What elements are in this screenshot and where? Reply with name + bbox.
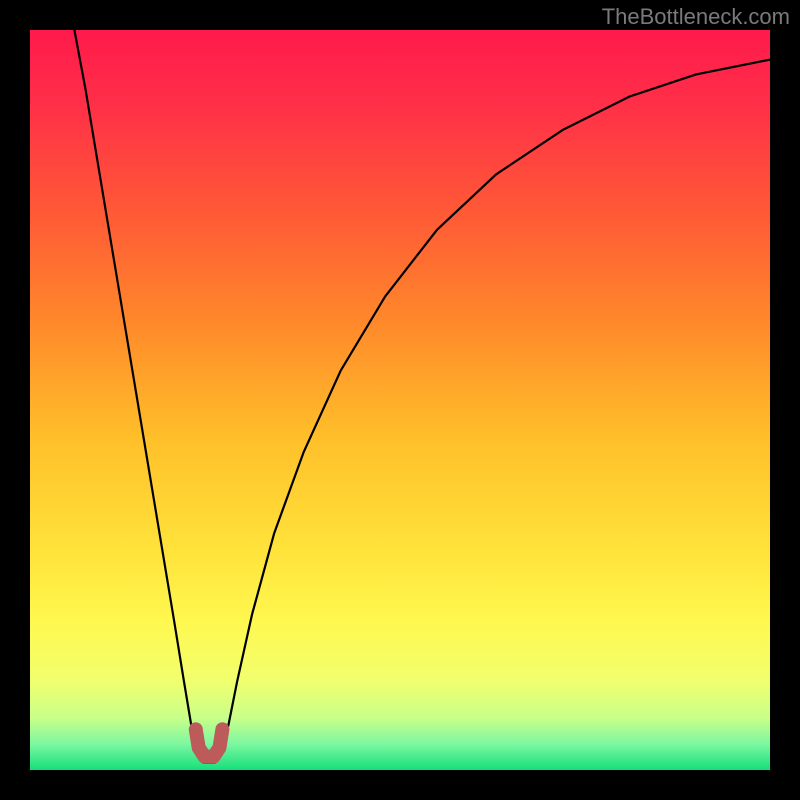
chart-container: TheBottleneck.com: [0, 0, 800, 800]
gradient-background: [30, 30, 770, 770]
watermark-text: TheBottleneck.com: [602, 4, 790, 30]
chart-svg: [30, 30, 770, 770]
plot-area: [30, 30, 770, 770]
